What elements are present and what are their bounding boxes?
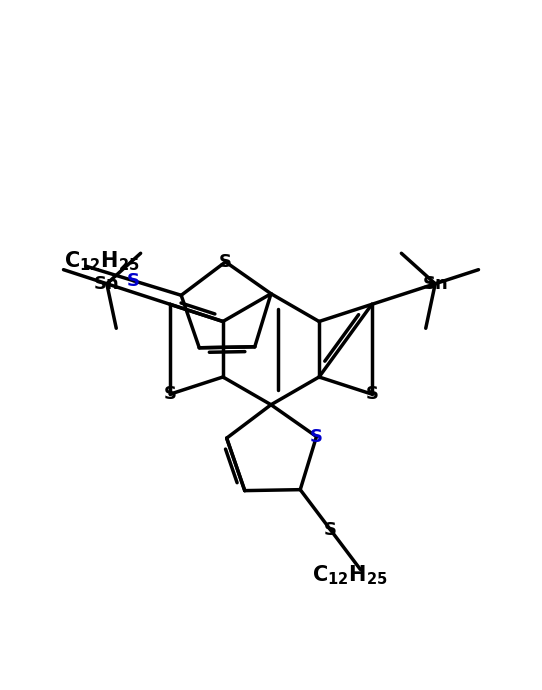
Text: $\mathregular{C_{12}H_{25}}$: $\mathregular{C_{12}H_{25}}$ — [312, 563, 388, 586]
Text: Sn: Sn — [422, 275, 448, 293]
Text: S: S — [219, 253, 232, 271]
Text: Sn: Sn — [94, 275, 120, 293]
Text: $\mathregular{C_{12}H_{25}}$: $\mathregular{C_{12}H_{25}}$ — [64, 249, 139, 273]
Text: S: S — [324, 520, 337, 539]
Text: S: S — [164, 385, 177, 403]
Text: S: S — [365, 385, 378, 403]
Text: S: S — [127, 272, 140, 290]
Text: S: S — [310, 428, 323, 446]
